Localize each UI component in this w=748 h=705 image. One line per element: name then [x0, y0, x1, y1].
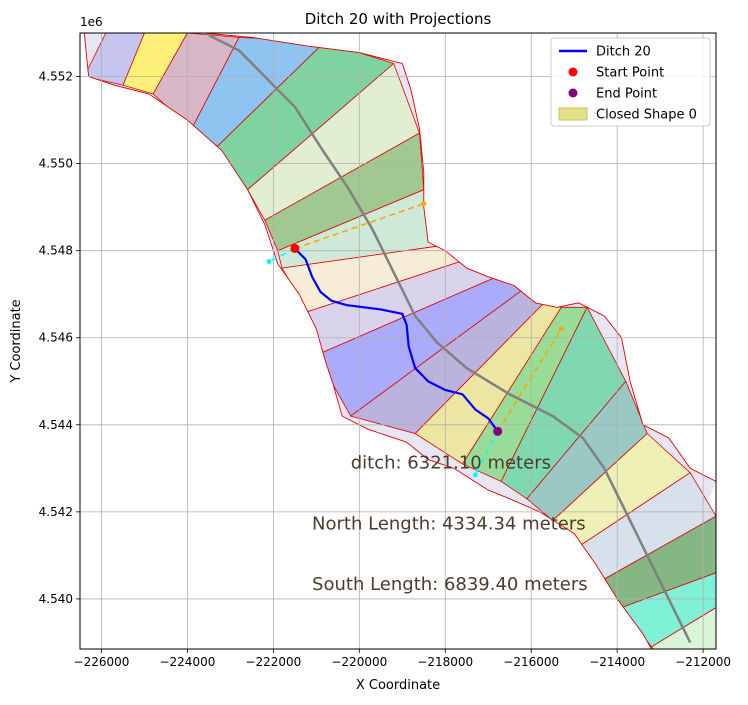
legend-label: End Point [596, 87, 657, 102]
start-offset-line [268, 247, 296, 263]
x-tick-label: −214000 [589, 655, 645, 669]
x-axis-label: X Coordinate [356, 678, 440, 693]
legend-label: Ditch 20 [596, 45, 651, 60]
legend-point-swatch [568, 67, 578, 77]
ditch-line [294, 247, 499, 432]
y-tick-label: 4.548 [39, 244, 73, 258]
y-offset-label: 1e6 [80, 15, 103, 29]
y-tick-label: 4.552 [39, 70, 73, 84]
centerline [208, 34, 692, 644]
x-tick-label: −220000 [331, 655, 387, 669]
ticks: −226000 −224000 −222000 −220000 −218000 −2160… [39, 70, 731, 669]
legend-patch-swatch [558, 107, 588, 121]
x-tick-label: −218000 [417, 655, 473, 669]
north-projection-line-endpoint [421, 201, 427, 207]
legend-box [550, 37, 711, 127]
legend-point-swatch [568, 88, 578, 98]
plot-frame [79, 32, 717, 650]
chart-title: Ditch 20 with Projections [305, 10, 492, 28]
end-point-marker [493, 426, 503, 436]
south-projection-line-endpoint [558, 326, 564, 332]
x-tick-label: −212000 [675, 655, 731, 669]
x-tick-label: −226000 [74, 655, 130, 669]
y-axis-label: Y Coordinate [9, 299, 24, 383]
legend: Ditch 20 Start Point End Point Closed Shape… [550, 37, 711, 127]
start-offset-line-endpoint [266, 259, 272, 265]
river-edge-left [83, 33, 652, 649]
y-tick-label: 4.540 [39, 592, 73, 606]
plot-area [80, 33, 716, 649]
legend-label: Closed Shape 0 [596, 108, 697, 123]
y-tick-label: 4.550 [39, 157, 73, 171]
end-offset-line [474, 430, 499, 476]
legend-label: Start Point [596, 66, 664, 81]
annotations: ditch: 6321.10 meters North Length: 4334.… [312, 452, 588, 595]
x-tick-label: −224000 [159, 655, 215, 669]
start-point-marker [290, 243, 300, 253]
annotation-text: ditch: 6321.10 meters [351, 452, 551, 473]
north-projection-line [294, 202, 425, 250]
outside-left-mask [80, 33, 652, 649]
x-tick-label: −222000 [245, 655, 301, 669]
south-projection-line [497, 328, 562, 432]
x-tick-label: −216000 [503, 655, 559, 669]
transect-band [83, 33, 145, 86]
end-offset-line-endpoint [472, 472, 478, 478]
y-tick-label: 4.542 [39, 505, 73, 519]
y-tick-label: 4.544 [39, 418, 73, 432]
grid [80, 33, 716, 649]
annotation-text: South Length: 6839.40 meters [312, 574, 588, 595]
river-edge-right [204, 33, 716, 482]
transect-band [122, 33, 188, 95]
outside-right-mask [204, 33, 716, 649]
y-tick-label: 4.546 [39, 331, 73, 345]
data-layer [208, 34, 692, 644]
annotation-text: North Length: 4334.34 meters [312, 513, 586, 534]
